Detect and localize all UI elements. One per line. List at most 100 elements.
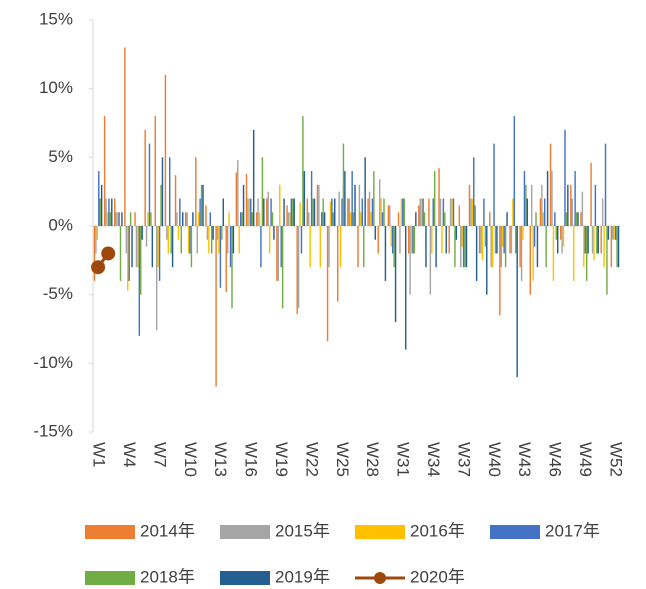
bar xyxy=(384,226,387,281)
bar xyxy=(341,198,343,226)
bar xyxy=(177,226,180,240)
x-tick-label: W28 xyxy=(363,442,382,477)
bar xyxy=(526,198,529,226)
bar xyxy=(519,226,521,268)
bar xyxy=(394,226,397,323)
y-tick-label: 5% xyxy=(48,147,73,166)
bar xyxy=(347,198,349,226)
bar xyxy=(135,226,138,268)
bar xyxy=(532,226,534,281)
bar xyxy=(208,226,210,254)
bar xyxy=(124,47,126,226)
bar xyxy=(219,226,222,288)
bar xyxy=(614,226,617,240)
bar xyxy=(522,226,524,240)
bar xyxy=(510,226,513,254)
bar xyxy=(323,212,326,226)
bar xyxy=(438,168,440,226)
y-tick-label: -10% xyxy=(33,353,73,372)
bar xyxy=(134,212,136,226)
bar xyxy=(147,212,149,226)
x-tick-label: W7 xyxy=(150,442,169,468)
bar xyxy=(293,198,295,226)
bar xyxy=(565,212,568,226)
bar xyxy=(420,198,423,226)
bar xyxy=(442,198,445,226)
bar xyxy=(577,212,579,226)
bar xyxy=(221,226,223,240)
bar xyxy=(496,226,498,254)
legend-swatch xyxy=(355,525,405,539)
bar xyxy=(468,184,471,226)
bar xyxy=(503,226,505,254)
y-tick-label: 10% xyxy=(39,78,73,97)
y-tick-label: 0% xyxy=(48,215,73,234)
bar xyxy=(397,212,400,226)
bar xyxy=(583,226,585,268)
bar xyxy=(460,226,462,268)
bar xyxy=(556,226,559,254)
bar xyxy=(570,184,572,226)
bar xyxy=(597,226,599,254)
bar xyxy=(303,171,306,226)
bar xyxy=(202,184,204,226)
bar xyxy=(554,212,556,226)
y-tick-label: -5% xyxy=(43,284,73,303)
bar xyxy=(206,226,209,240)
bar xyxy=(242,184,245,226)
bar xyxy=(251,212,253,226)
bar xyxy=(151,226,154,268)
legend-marker xyxy=(374,572,386,584)
bar xyxy=(546,171,549,226)
bar xyxy=(454,226,456,268)
bar xyxy=(429,226,432,295)
bar xyxy=(580,212,582,226)
bar xyxy=(613,226,615,240)
bar xyxy=(261,157,264,226)
bar xyxy=(292,198,294,226)
bar xyxy=(564,129,566,226)
bar xyxy=(545,226,547,268)
bar xyxy=(241,212,243,226)
bar xyxy=(473,157,475,226)
bar xyxy=(257,198,259,226)
bar xyxy=(338,191,340,226)
bar xyxy=(108,198,110,226)
bar xyxy=(300,226,303,254)
x-tick-label: W19 xyxy=(272,442,291,477)
bar xyxy=(260,226,262,268)
x-tick-label: W25 xyxy=(333,442,352,477)
bar xyxy=(111,198,113,226)
bar xyxy=(452,198,455,226)
bar xyxy=(196,226,198,254)
bar xyxy=(431,226,433,254)
bar xyxy=(489,212,491,226)
bar xyxy=(176,212,178,226)
bar xyxy=(607,226,610,240)
bar xyxy=(280,226,282,268)
bar xyxy=(336,226,339,302)
x-tick-label: W4 xyxy=(120,442,139,468)
bar xyxy=(407,226,410,254)
bar xyxy=(247,198,249,226)
bar xyxy=(449,198,452,226)
legend-swatch xyxy=(490,525,540,539)
bar xyxy=(129,212,132,226)
bar xyxy=(210,226,213,254)
bar xyxy=(164,74,167,226)
x-tick-label: W13 xyxy=(211,442,230,477)
bar xyxy=(105,198,107,226)
line-marker xyxy=(101,246,116,261)
bar xyxy=(141,226,143,240)
bar xyxy=(131,226,133,268)
bar xyxy=(277,226,280,281)
bar xyxy=(377,226,379,254)
bar xyxy=(470,198,472,226)
bar xyxy=(189,226,191,254)
legend-label: 2014年 xyxy=(140,521,195,540)
bar xyxy=(371,198,374,226)
bar xyxy=(318,184,320,226)
bar xyxy=(252,129,255,226)
bar xyxy=(475,226,478,281)
bar xyxy=(585,226,588,281)
